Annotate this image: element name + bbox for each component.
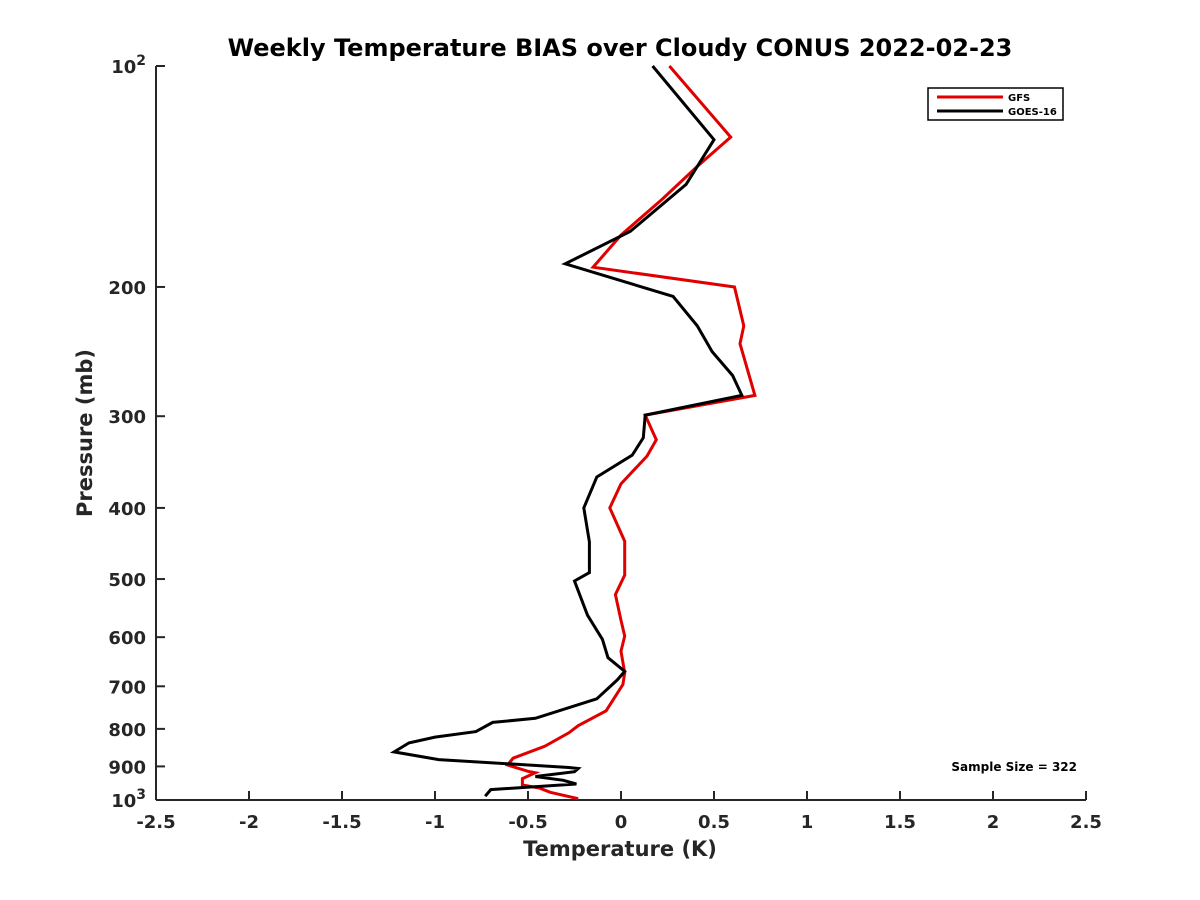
y-tick-label: 102 xyxy=(111,53,146,78)
y-tick-label: 800 xyxy=(108,720,146,741)
y-tick-label: 400 xyxy=(108,499,146,520)
sample-size-annotation: Sample Size = 322 xyxy=(951,760,1077,774)
x-tick-label: 2.5 xyxy=(1070,812,1102,833)
x-tick-label: -1 xyxy=(425,812,445,833)
x-tick-label: 1.5 xyxy=(884,812,916,833)
y-tick-label-base: 900 xyxy=(108,757,146,778)
plot-area: -2.5 -2 -1.5 -1 -0.5 0 0.5 1 1.5 2 2.5 10220030040… xyxy=(108,53,1102,833)
y-tick-label: 200 xyxy=(108,278,146,299)
y-tick-label-base: 500 xyxy=(108,570,146,591)
x-tick-label: -1.5 xyxy=(322,812,361,833)
y-tick-label: 103 xyxy=(111,787,146,812)
x-tick-label: 0 xyxy=(615,812,628,833)
y-tick-label-base: 300 xyxy=(108,407,146,428)
legend-entries: GFS GOES-16 xyxy=(937,93,1057,118)
x-tick-label: 1 xyxy=(801,812,814,833)
y-tick-label-base: 10 xyxy=(111,791,136,812)
y-tick-label: 500 xyxy=(108,570,146,591)
legend-label: GOES-16 xyxy=(1008,107,1057,118)
y-axis-title: Pressure (mb) xyxy=(73,349,97,517)
x-tick-label: -2 xyxy=(239,812,259,833)
y-tick-label-base: 200 xyxy=(108,278,146,299)
x-tick-label: 2 xyxy=(987,812,1000,833)
x-tick-label: -2.5 xyxy=(136,812,175,833)
chart-title: Weekly Temperature BIAS over Cloudy CONU… xyxy=(228,34,1013,62)
y-tick-label-base: 700 xyxy=(108,677,146,698)
series-line-goes-16 xyxy=(389,65,745,798)
y-tick-label: 700 xyxy=(108,677,146,698)
x-ticks: -2.5 -2 -1.5 -1 -0.5 0 0.5 1 1.5 2 2.5 xyxy=(136,791,1102,833)
x-axis-title: Temperature (K) xyxy=(523,837,717,861)
y-tick-label-base: 800 xyxy=(108,720,146,741)
y-tick-label-exponent: 3 xyxy=(136,787,146,803)
legend-box xyxy=(927,87,1064,121)
legend-label: GFS xyxy=(1008,93,1030,104)
y-tick-label-base: 400 xyxy=(108,499,146,520)
series-lines xyxy=(389,65,757,801)
y-tick-label-exponent: 2 xyxy=(136,53,146,69)
legend: GFS GOES-16 xyxy=(927,87,1064,121)
x-tick-label: -0.5 xyxy=(508,812,547,833)
x-tick-label: 0.5 xyxy=(698,812,730,833)
y-tick-label-base: 600 xyxy=(108,628,146,649)
y-tick-label-base: 10 xyxy=(111,57,136,78)
y-tick-label: 900 xyxy=(108,757,146,778)
y-tick-label: 300 xyxy=(108,407,146,428)
series-line-gfs xyxy=(504,65,757,801)
y-tick-label: 600 xyxy=(108,628,146,649)
